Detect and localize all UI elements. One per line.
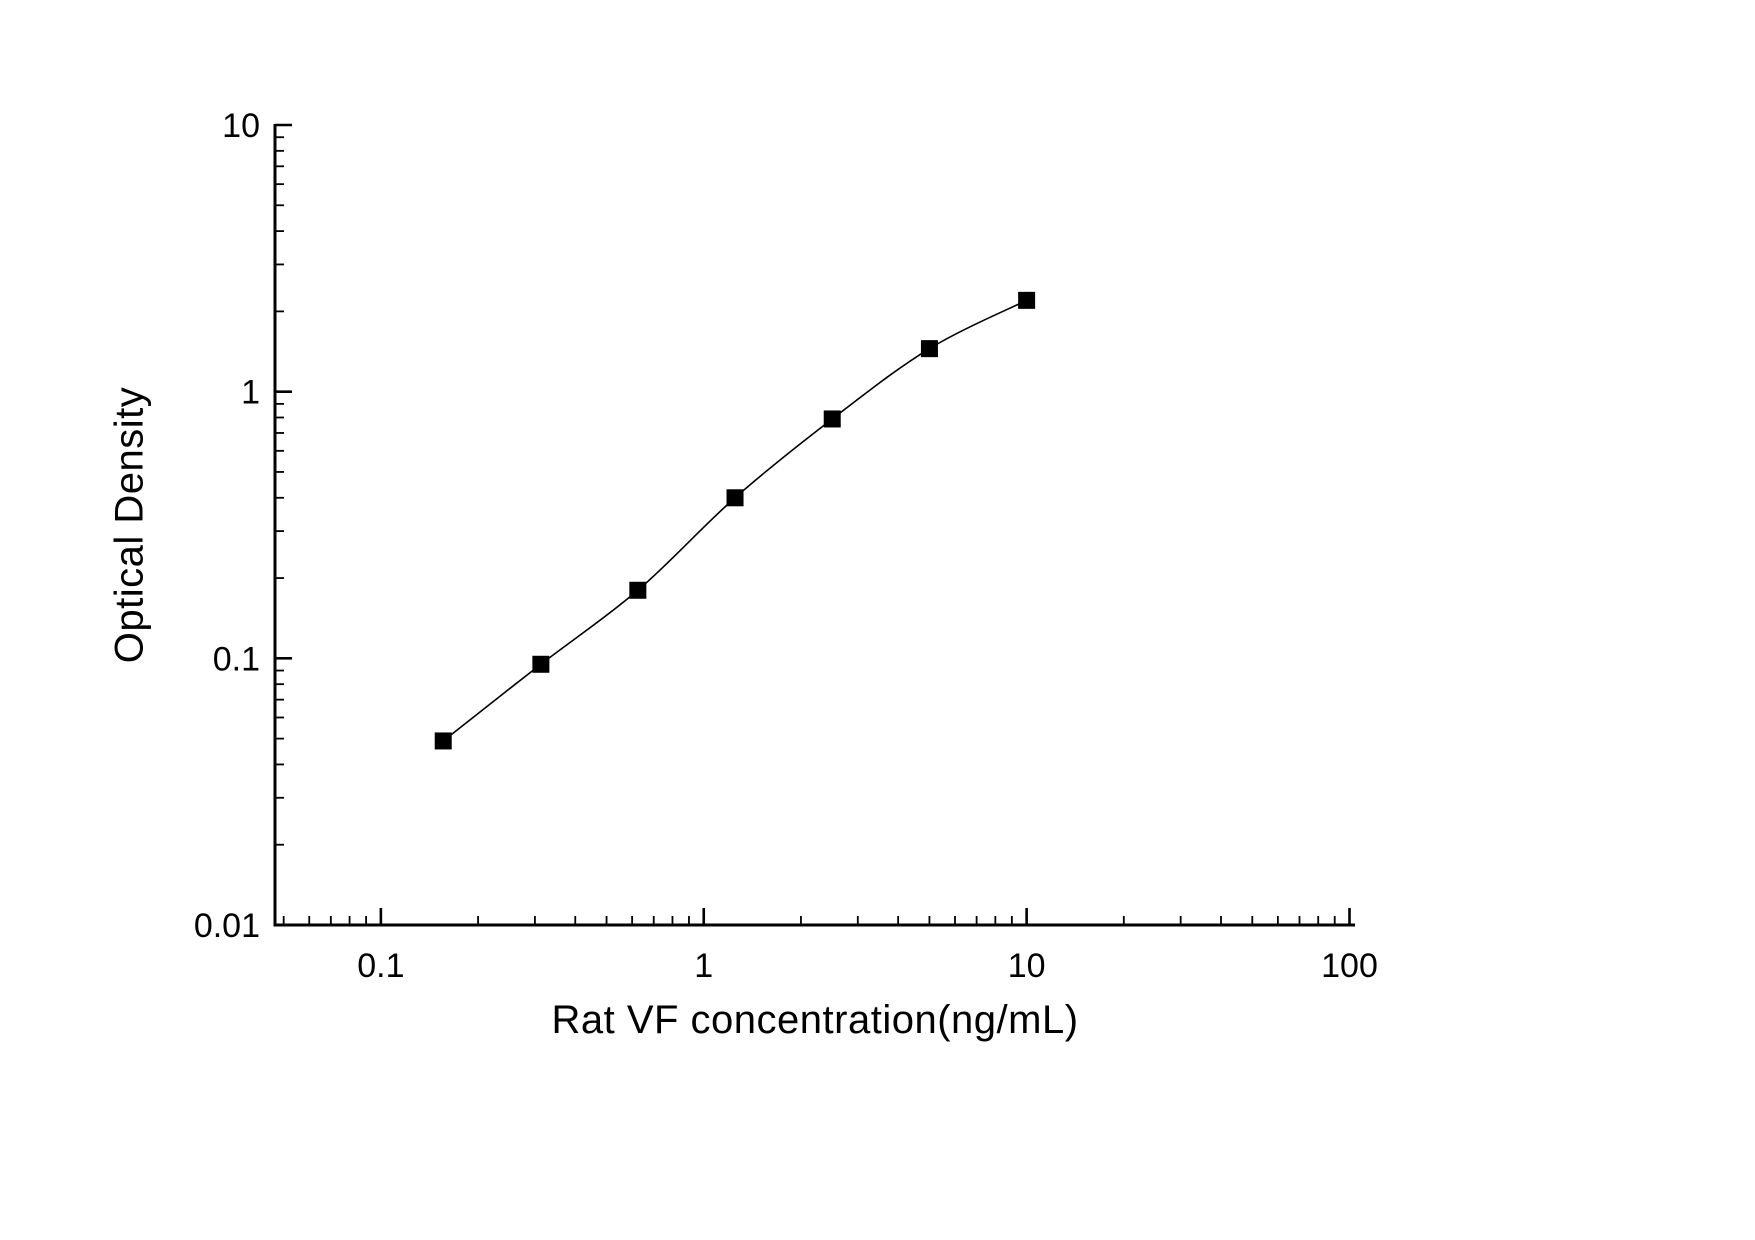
- data-point-marker: [1018, 291, 1036, 309]
- data-point-marker: [726, 489, 744, 507]
- x-tick-label: 10: [1008, 947, 1046, 985]
- y-tick-label: 0.1: [213, 640, 260, 678]
- x-tick-label: 1: [694, 947, 713, 985]
- data-point-marker: [532, 655, 550, 673]
- data-point-marker: [823, 410, 841, 428]
- data-point-marker: [920, 340, 938, 358]
- data-point-marker: [434, 732, 452, 750]
- data-point-marker: [629, 581, 647, 599]
- x-axis-label: Rat VF concentration(ng/mL): [551, 998, 1079, 1042]
- series-line: [442, 299, 1027, 742]
- y-tick-label: 1: [241, 374, 260, 412]
- y-tick-label: 10: [222, 107, 260, 145]
- y-tick-label: 0.01: [194, 907, 260, 945]
- y-axis-label: Optical Density: [107, 386, 152, 664]
- x-tick-label: 100: [1321, 947, 1378, 985]
- x-tick-label: 0.1: [357, 947, 404, 985]
